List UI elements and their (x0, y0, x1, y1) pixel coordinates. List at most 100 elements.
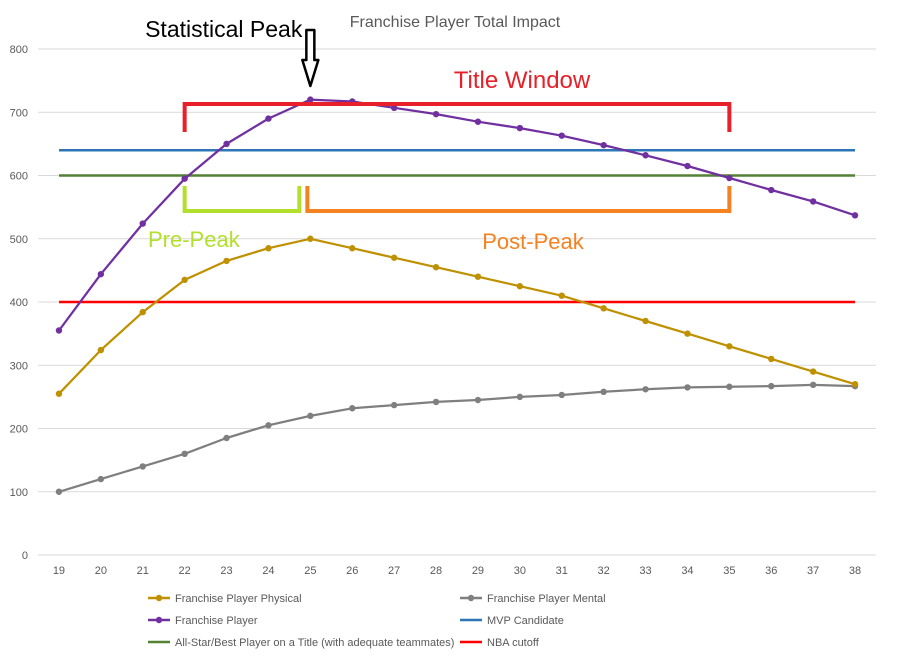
x-axis: 19 20 21 22 23 24 25 26 27 28 29 30 31 32 33 34 35 36 37 38 (53, 565, 861, 577)
series-line (58, 98, 856, 332)
y-tick-label: 400 (10, 297, 28, 309)
data-point (55, 390, 63, 397)
data-point (474, 396, 482, 404)
data-point (474, 118, 482, 125)
legend-marker (155, 594, 163, 602)
annotation-layer: Statistical Peak Title Window Pre-Peak Post… (145, 16, 732, 254)
data-point (516, 282, 524, 290)
legend-marker (467, 594, 475, 602)
x-tick-label: 25 (304, 565, 316, 577)
peak-arrow (301, 28, 320, 88)
data-point (851, 381, 859, 388)
y-tick-label: 0 (22, 550, 28, 562)
data-point (223, 434, 230, 442)
data-point (307, 412, 314, 420)
data-point (600, 141, 607, 149)
annotation-statistical-peak: Statistical Peak (145, 16, 303, 42)
data-point (684, 330, 691, 337)
legend-label: NBA cutoff (487, 637, 540, 649)
y-tick-label: 600 (10, 171, 28, 183)
series-line (58, 237, 856, 395)
data-point (390, 104, 398, 112)
data-point (97, 270, 105, 278)
data-point (265, 115, 272, 122)
data-point (516, 124, 524, 132)
annotation-post-peak: Post-Peak (482, 229, 584, 254)
data-point (432, 264, 440, 271)
legend-label: All-Star/Best Player on a Title (with ad… (175, 637, 454, 649)
data-point (809, 368, 817, 375)
x-tick-label: 37 (807, 565, 819, 577)
data-point (390, 254, 398, 261)
y-tick-label: 100 (10, 487, 28, 499)
y-axis: 0 100 200 300 400 500 600 700 800 (10, 44, 28, 562)
data-point (558, 292, 565, 299)
x-tick-label: 28 (430, 565, 442, 577)
x-tick-label: 21 (137, 565, 149, 577)
x-tick-label: 33 (639, 565, 651, 577)
data-point (265, 245, 272, 252)
legend-label: Franchise Player Mental (487, 593, 606, 605)
x-tick-label: 32 (598, 565, 610, 577)
data-point (768, 186, 775, 194)
data-point (55, 327, 63, 334)
data-point (139, 220, 146, 227)
y-tick-label: 700 (10, 107, 28, 119)
annotation-title-window: Title Window (454, 67, 591, 94)
data-point (642, 317, 649, 325)
data-point (390, 401, 398, 409)
data-point (558, 391, 565, 399)
data-point (642, 152, 649, 159)
data-point (139, 308, 146, 316)
legend-label: Franchise Player (175, 615, 258, 627)
data-point (265, 422, 272, 429)
legend: Franchise Player Physical Franchise Playe… (148, 593, 606, 649)
data-point (97, 475, 105, 483)
legend-label: MVP Candidate (487, 615, 564, 627)
data-point (307, 235, 314, 242)
annotation-pre-peak: Pre-Peak (148, 227, 241, 252)
data-point (349, 405, 356, 412)
pre-peak-bracket (182, 186, 302, 213)
x-tick-label: 23 (220, 565, 232, 577)
data-point (181, 450, 188, 457)
x-tick-label: 31 (556, 565, 568, 577)
data-point (600, 305, 607, 312)
data-point (726, 174, 733, 182)
data-point (474, 273, 482, 280)
data-point (223, 140, 230, 148)
data-point (684, 384, 691, 391)
data-point (809, 381, 817, 389)
legend-marker (155, 616, 163, 624)
data-point (600, 388, 607, 396)
data-point (432, 398, 440, 406)
x-tick-label: 34 (681, 565, 693, 577)
x-tick-label: 30 (514, 565, 526, 577)
data-point (768, 355, 775, 363)
x-tick-label: 20 (95, 565, 107, 577)
y-tick-label: 200 (10, 424, 28, 436)
data-point (432, 110, 440, 118)
data-point (223, 257, 230, 265)
series-layer (55, 96, 859, 495)
data-point (97, 346, 105, 354)
legend-label: Franchise Player Physical (175, 593, 302, 605)
x-tick-label: 26 (346, 565, 358, 577)
x-tick-label: 35 (723, 565, 735, 577)
x-tick-label: 24 (262, 565, 274, 577)
data-point (809, 198, 817, 205)
chart-title: Franchise Player Total Impact (350, 14, 561, 31)
data-point (55, 488, 63, 495)
data-point (642, 386, 649, 393)
x-tick-label: 27 (388, 565, 400, 577)
x-tick-label: 36 (765, 565, 777, 577)
title-window-bracket (182, 102, 732, 132)
data-point (684, 162, 691, 170)
y-tick-label: 500 (10, 234, 28, 246)
x-tick-label: 19 (53, 565, 65, 577)
data-point (349, 245, 356, 252)
data-point (139, 463, 146, 470)
x-tick-label: 29 (472, 565, 484, 577)
y-tick-label: 800 (10, 44, 28, 56)
